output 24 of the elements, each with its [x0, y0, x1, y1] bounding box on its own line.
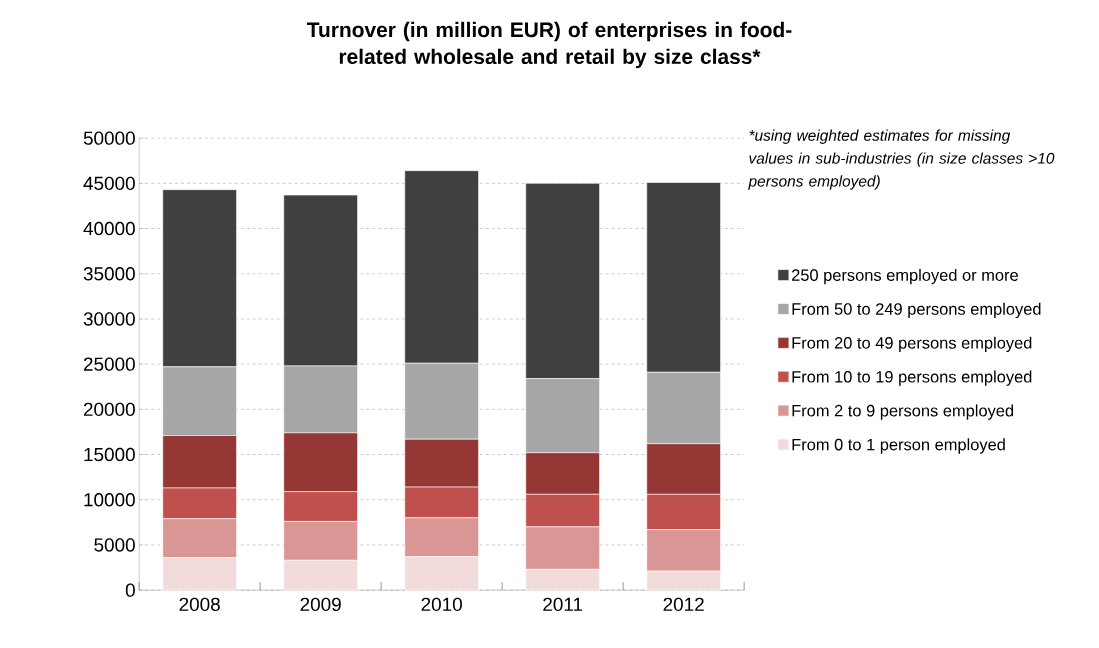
- x-tick-label: 2009: [300, 597, 341, 612]
- y-tick-label: 15000: [84, 447, 135, 462]
- chart-title: Turnover (in million EUR) of enterprises in food-related wholesale and retail by size class*: [307, 21, 792, 69]
- y-tick-label: 35000: [83, 267, 135, 281]
- text: *using weighted estimates for missing values in sub-industries (in size classes >10 persons employed): [748, 129, 1055, 190]
- legend-label: 250 persons employed or more: [792, 268, 1018, 285]
- legend-label: From 0 to 1 person employed: [792, 438, 1005, 454]
- y-tick-label: 45000: [83, 176, 135, 191]
- legend-label: From 20 to 49 persons employed: [792, 336, 1032, 352]
- y-tick-label: 30000: [83, 312, 135, 326]
- y-tick-label: 40000: [83, 221, 135, 236]
- y-tick-label: 20000: [83, 402, 135, 417]
- y-tick-label: 50000: [83, 131, 135, 145]
- y-tick-label: 5000: [94, 538, 135, 552]
- y-tick-label: 25000: [83, 357, 135, 371]
- x-tick-label: 2010: [421, 597, 462, 612]
- x-tick-label: 2008: [179, 597, 220, 612]
- y-tick-label: 10000: [84, 493, 135, 507]
- x-tick-label: 2011: [543, 597, 583, 612]
- x-tick-label: 2012: [663, 597, 704, 612]
- legend-label: From 10 to 19 persons employed: [792, 370, 1032, 386]
- legend-label: From 2 to 9 persons employed: [792, 404, 1014, 420]
- legend-label: From 50 to 249 persons employed: [792, 302, 1041, 319]
- y-tick-label: 0: [125, 583, 135, 597]
